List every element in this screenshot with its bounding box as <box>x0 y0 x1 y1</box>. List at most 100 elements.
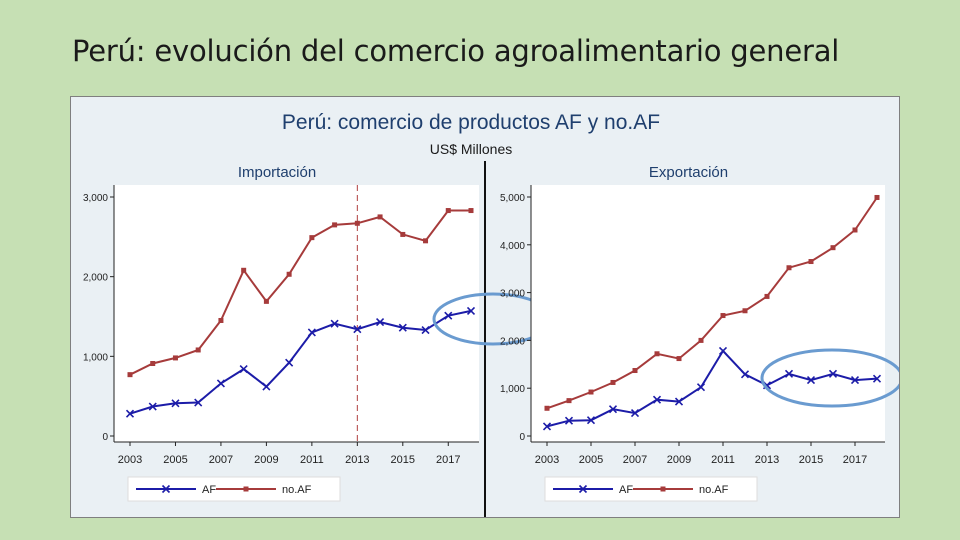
data-point-af <box>466 306 476 315</box>
panel-title: Importación <box>238 164 316 181</box>
data-point-af <box>872 374 882 383</box>
y-tick-label: 5,000 <box>500 193 525 204</box>
data-point-noaf <box>676 356 682 362</box>
figure-subtitle: US$ Millones <box>430 141 512 157</box>
data-point-noaf <box>742 308 748 314</box>
legend-label-noaf: no.AF <box>282 484 312 496</box>
data-point-noaf <box>632 368 638 374</box>
data-point-noaf <box>808 259 814 265</box>
data-point-noaf <box>566 398 572 404</box>
y-tick-label: 0 <box>102 432 108 443</box>
data-point-noaf <box>286 271 292 277</box>
data-point-noaf <box>852 227 858 233</box>
data-point-noaf <box>588 389 594 395</box>
data-point-noaf <box>764 293 770 299</box>
x-tick-label: 2007 <box>209 454 233 466</box>
x-tick-label: 2009 <box>254 454 278 466</box>
y-tick-label: 1,000 <box>83 352 108 363</box>
data-point-af <box>586 416 596 425</box>
data-point-noaf <box>423 238 429 244</box>
x-tick-label: 2003 <box>535 454 559 466</box>
x-tick-label: 2003 <box>118 454 142 466</box>
data-point-noaf <box>468 208 474 214</box>
y-tick-label: 1,000 <box>500 384 525 395</box>
series-line-af <box>129 309 472 415</box>
data-point-noaf <box>400 231 406 237</box>
x-tick-label: 2005 <box>163 454 187 466</box>
plot-area <box>531 185 885 442</box>
data-point-noaf <box>241 267 247 273</box>
data-point-noaf <box>720 313 726 319</box>
series-line-noaf <box>546 196 878 410</box>
x-tick-label: 2007 <box>623 454 647 466</box>
panel-title: Exportación <box>649 164 728 181</box>
y-tick-label: 3,000 <box>83 193 108 204</box>
data-point-af <box>674 397 684 406</box>
y-tick-label: 3,000 <box>500 289 525 300</box>
x-tick-label: 2015 <box>799 454 823 466</box>
data-point-af <box>421 325 430 335</box>
data-point-noaf <box>544 405 550 411</box>
x-tick-label: 2015 <box>391 454 415 466</box>
y-tick-label: 4,000 <box>500 241 525 252</box>
data-point-af <box>828 369 838 378</box>
data-point-af <box>171 399 180 408</box>
chart-figure: Perú: comercio de productos AF y no.AF U… <box>70 96 900 518</box>
data-point-af <box>740 370 750 379</box>
data-point-af <box>718 346 728 355</box>
data-point-noaf <box>218 317 224 323</box>
data-point-noaf <box>263 298 269 304</box>
data-point-af <box>353 325 362 334</box>
data-point-af <box>148 402 157 411</box>
data-point-af <box>630 408 640 418</box>
data-point-af <box>542 422 552 431</box>
export-panel: Exportación 0 1,000 2,000 3,000 4,000 5,000 200… <box>487 161 899 502</box>
x-tick-label: 2009 <box>667 454 691 466</box>
data-point-noaf <box>332 222 338 228</box>
legend-marker-af <box>578 484 588 494</box>
data-point-noaf <box>830 245 836 251</box>
x-tick-label: 2017 <box>436 454 460 466</box>
figure-title: Perú: comercio de productos AF y no.AF <box>282 111 660 134</box>
data-point-af <box>444 311 453 320</box>
legend-label-af: AF <box>619 484 633 496</box>
y-tick-label: 2,000 <box>500 336 525 347</box>
series-line-noaf <box>129 209 471 376</box>
x-tick-label: 2017 <box>843 454 867 466</box>
data-point-af <box>376 318 385 327</box>
data-point-noaf <box>309 235 315 241</box>
data-point-af <box>216 379 225 388</box>
series-line-af <box>546 349 878 428</box>
data-point-noaf <box>354 220 360 226</box>
plot-area <box>114 185 479 442</box>
highlight-ellipse <box>760 348 899 408</box>
data-point-af <box>125 409 135 418</box>
legend-label-af: AF <box>202 484 216 496</box>
x-tick-label: 2013 <box>755 454 779 466</box>
x-tick-label: 2013 <box>345 454 369 466</box>
data-point-af <box>652 395 662 404</box>
x-tick-label: 2005 <box>579 454 603 466</box>
data-point-af <box>850 376 860 385</box>
slide-title: Perú: evolución del comercio agroaliment… <box>72 34 840 68</box>
data-point-af <box>285 358 294 367</box>
x-tick-label: 2011 <box>711 454 735 466</box>
legend-label-noaf: no.AF <box>699 484 729 496</box>
data-point-noaf <box>654 351 660 357</box>
data-point-af <box>239 365 248 374</box>
data-point-af <box>398 323 407 332</box>
data-point-af <box>194 398 203 407</box>
data-point-noaf <box>150 361 156 367</box>
panel-header <box>79 161 475 185</box>
data-point-noaf <box>195 347 201 353</box>
data-point-af <box>262 382 271 391</box>
y-tick-label: 2,000 <box>83 273 108 284</box>
legend-marker-noaf <box>660 486 666 492</box>
data-point-af <box>784 369 794 378</box>
import-panel: Importación 0 1,000 2,000 3,000 2003 2005 2007 2… <box>79 161 554 502</box>
data-point-noaf <box>172 355 178 361</box>
data-point-noaf <box>377 214 383 220</box>
data-point-af <box>696 383 706 392</box>
data-point-noaf <box>127 372 133 378</box>
data-point-af <box>806 376 816 385</box>
